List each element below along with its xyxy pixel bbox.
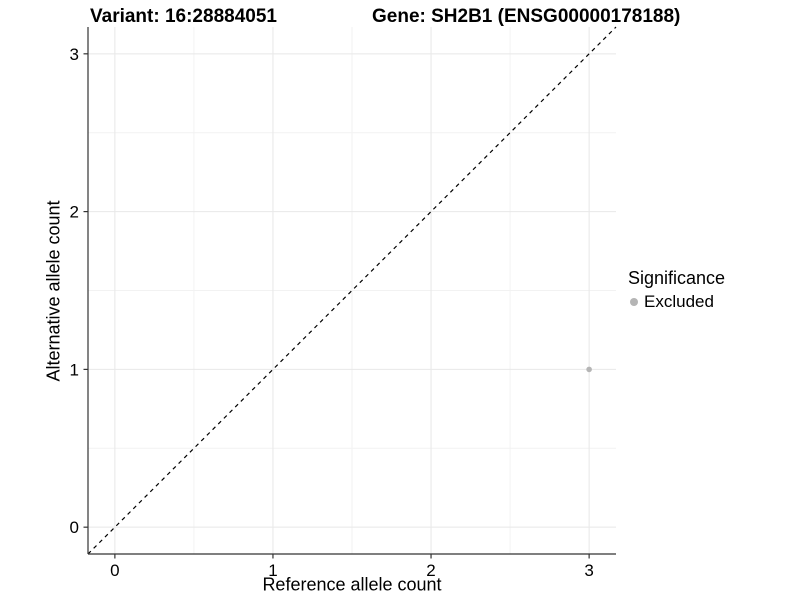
legend: Significance Excluded	[628, 268, 725, 312]
legend-marker-icon	[630, 298, 638, 306]
x-axis-label: Reference allele count	[262, 574, 442, 595]
y-tick-label: 2	[70, 203, 79, 222]
legend-item-label: Excluded	[644, 292, 714, 311]
x-tick-label: 3	[584, 561, 593, 580]
data-point-excluded	[586, 366, 592, 373]
x-tick-label: 1	[268, 561, 277, 580]
legend-title: Significance	[628, 268, 726, 288]
variant-title: Variant: 16:28884051	[90, 6, 277, 27]
y-tick-label: 3	[70, 45, 79, 64]
gene-title: Gene: SH2B1 (ENSG00000178188)	[372, 6, 681, 27]
y-tick-label: 0	[70, 518, 79, 537]
x-tick-label: 2	[426, 561, 435, 580]
y-tick-label: 1	[70, 360, 79, 379]
x-tick-label: 0	[110, 561, 119, 580]
y-axis-label: Alternative allele count	[43, 200, 64, 382]
legend-item-excluded: Excluded	[628, 292, 725, 312]
